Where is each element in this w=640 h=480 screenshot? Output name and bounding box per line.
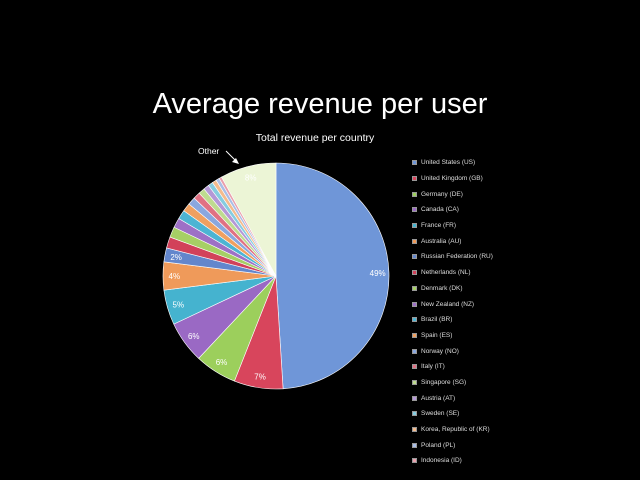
legend-label: United Kingdom (GB) bbox=[421, 175, 483, 183]
legend-item-indonesia-id: Indonesia (ID) bbox=[412, 453, 493, 469]
legend-item-united-kingdom-gb: United Kingdom (GB) bbox=[412, 171, 493, 187]
legend-item-italy-it: Italy (IT) bbox=[412, 359, 493, 375]
legend-item-singapore-sg: Singapore (SG) bbox=[412, 375, 493, 391]
legend-label: Austria (AT) bbox=[421, 394, 456, 402]
legend-swatch bbox=[412, 395, 417, 401]
legend-item-canada-ca: Canada (CA) bbox=[412, 202, 493, 218]
legend-label: Spain (ES) bbox=[421, 331, 453, 339]
legend-label: Indonesia (ID) bbox=[421, 457, 462, 465]
pie-slice-labels: 49% 7% 6% 6% 5% 4% 2% 8% bbox=[169, 173, 386, 381]
legend-swatch bbox=[412, 238, 417, 244]
legend-item-poland-pl: Poland (PL) bbox=[412, 437, 493, 453]
legend-item-france-fr: France (FR) bbox=[412, 218, 493, 234]
legend-swatch bbox=[412, 301, 417, 307]
pie-slice-other bbox=[221, 162, 277, 277]
legend-swatch bbox=[412, 207, 417, 213]
legend-label: Norway (NO) bbox=[421, 347, 459, 355]
legend-item-germany-de: Germany (DE) bbox=[412, 186, 493, 202]
legend-item-denmark-dk: Denmark (DK) bbox=[412, 281, 493, 297]
legend-label: New Zealand (NZ) bbox=[421, 300, 475, 308]
data-label-australia-au: 4% bbox=[169, 272, 181, 281]
legend-item-australia-au: Australia (AU) bbox=[412, 233, 493, 249]
legend-label: France (FR) bbox=[421, 222, 457, 230]
legend-label: Australia (AU) bbox=[421, 237, 462, 245]
legend-label: Sweden (SE) bbox=[421, 410, 460, 418]
legend-swatch bbox=[412, 317, 417, 323]
legend-swatch bbox=[412, 191, 417, 197]
legend-item-netherlands-nl: Netherlands (NL) bbox=[412, 265, 493, 281]
legend-item-norway-no: Norway (NO) bbox=[412, 343, 493, 359]
legend-swatch bbox=[412, 254, 417, 260]
legend-swatch bbox=[412, 348, 417, 354]
data-label-russian-federation-ru: 2% bbox=[170, 253, 182, 262]
legend-item-united-states-us: United States (US) bbox=[412, 155, 493, 171]
data-label-germany-de: 6% bbox=[216, 358, 228, 367]
legend-swatch bbox=[412, 442, 417, 448]
legend-label: Netherlands (NL) bbox=[421, 269, 471, 277]
legend-label: Russian Federation (RU) bbox=[421, 253, 493, 261]
chart-subtitle: Total revenue per country bbox=[256, 132, 375, 144]
legend-item-russian-federation-ru: Russian Federation (RU) bbox=[412, 249, 493, 265]
legend-swatch bbox=[412, 285, 417, 291]
data-label-other: 8% bbox=[245, 173, 257, 182]
other-arrow bbox=[225, 150, 239, 164]
legend: United States (US) United Kingdom (GB) Ger… bbox=[412, 155, 493, 469]
legend-label: Korea, Republic of (KR) bbox=[421, 426, 490, 434]
legend-item-spain-es: Spain (ES) bbox=[412, 328, 493, 344]
legend-label: Germany (DE) bbox=[421, 190, 463, 198]
legend-item-sweden-se: Sweden (SE) bbox=[412, 406, 493, 422]
pie-slice-united-states-us bbox=[275, 162, 390, 390]
legend-label: Italy (IT) bbox=[421, 363, 445, 371]
legend-swatch bbox=[412, 411, 417, 417]
legend-swatch bbox=[412, 160, 417, 166]
legend-swatch bbox=[412, 332, 417, 338]
legend-label: United States (US) bbox=[421, 159, 476, 167]
page-title: Average revenue per user bbox=[152, 88, 488, 120]
legend-swatch bbox=[412, 223, 417, 229]
legend-item-brazil-br: Brazil (BR) bbox=[412, 312, 493, 328]
pie-slices bbox=[162, 162, 390, 390]
legend-swatch bbox=[412, 270, 417, 276]
legend-label: Canada (CA) bbox=[421, 206, 459, 214]
other-annotation: Other bbox=[198, 146, 219, 156]
legend-swatch bbox=[412, 364, 417, 370]
legend-swatch bbox=[412, 427, 417, 433]
legend-item-korea-republic-of-kr: Korea, Republic of (KR) bbox=[412, 422, 493, 438]
legend-swatch bbox=[412, 458, 417, 464]
legend-swatch bbox=[412, 176, 417, 182]
data-label-united-states-us: 49% bbox=[370, 269, 386, 278]
legend-label: Brazil (BR) bbox=[421, 316, 453, 324]
legend-label: Poland (PL) bbox=[421, 441, 456, 449]
legend-label: Denmark (DK) bbox=[421, 284, 463, 292]
legend-item-new-zealand-nz: New Zealand (NZ) bbox=[412, 296, 493, 312]
legend-label: Singapore (SG) bbox=[421, 378, 467, 386]
legend-item-austria-at: Austria (AT) bbox=[412, 390, 493, 406]
legend-swatch bbox=[412, 379, 417, 385]
data-label-united-kingdom-gb: 7% bbox=[254, 372, 266, 381]
data-label-france-fr: 5% bbox=[173, 300, 185, 309]
data-label-canada-ca: 6% bbox=[188, 332, 200, 341]
